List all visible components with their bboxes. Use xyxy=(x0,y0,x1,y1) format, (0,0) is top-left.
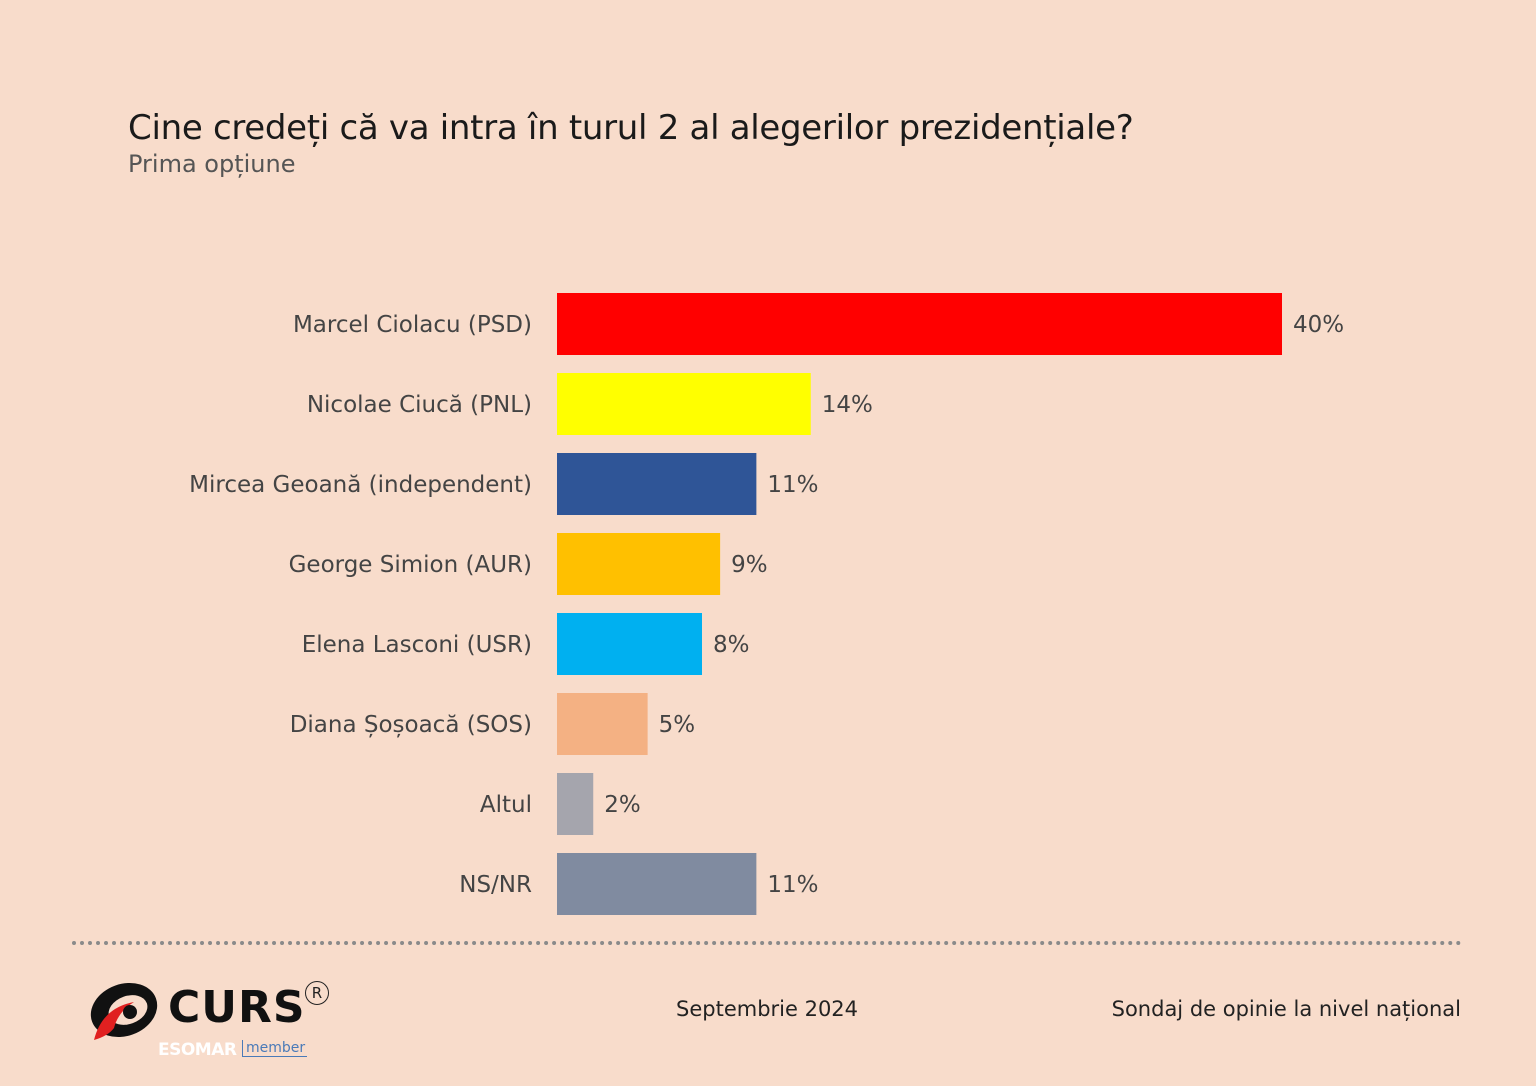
category-label: Mircea Geoană (independent) xyxy=(189,472,532,498)
logo-text: CURS xyxy=(168,982,306,1033)
curs-logo-icon xyxy=(90,982,158,1040)
bar-chart: Marcel Ciolacu (PSD) 40% Nicolae Ciucă (PN… xyxy=(189,293,1344,915)
bar xyxy=(557,533,721,595)
category-label: Diana Șoșoacă (SOS) xyxy=(290,712,532,738)
bar xyxy=(557,613,702,675)
footer-divider xyxy=(72,941,1462,945)
bar xyxy=(557,453,757,515)
esomar-label: ESOMAR xyxy=(158,1040,237,1060)
category-label: Elena Lasconi (USR) xyxy=(302,632,532,658)
value-label: 2% xyxy=(604,792,641,818)
bar xyxy=(557,373,811,435)
category-label: George Simion (AUR) xyxy=(289,552,532,578)
chart-subtitle: Prima opțiune xyxy=(128,150,296,178)
value-label: 5% xyxy=(659,712,696,738)
bar xyxy=(557,693,648,755)
value-label: 9% xyxy=(731,552,768,578)
bar xyxy=(557,773,594,835)
value-label: 14% xyxy=(822,392,873,418)
bar xyxy=(557,853,757,915)
survey-note: Sondaj de opinie la nivel național xyxy=(1111,997,1461,1021)
category-label: Nicolae Ciucă (PNL) xyxy=(307,392,532,418)
category-label: NS/NR xyxy=(459,872,532,898)
survey-date: Septembrie 2024 xyxy=(676,997,859,1021)
value-label: 8% xyxy=(713,632,750,658)
registered-mark: R xyxy=(305,981,329,1005)
category-label: Marcel Ciolacu (PSD) xyxy=(293,312,532,338)
member-label: member xyxy=(242,1040,308,1057)
chart-title: Cine credeți că va intra în turul 2 al a… xyxy=(128,108,1134,148)
bar xyxy=(557,293,1282,355)
value-label: 11% xyxy=(767,472,818,498)
category-label: Altul xyxy=(480,792,532,818)
value-label: 40% xyxy=(1293,312,1344,338)
value-label: 11% xyxy=(767,872,818,898)
